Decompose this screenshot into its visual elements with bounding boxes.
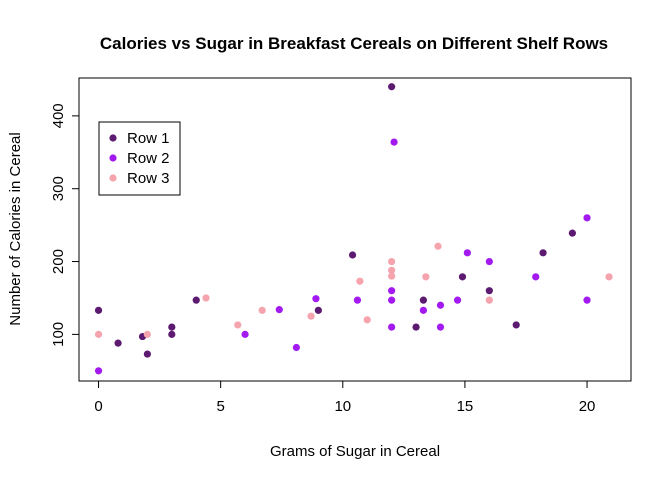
point-series-3: [94, 330, 103, 338]
legend-marker-series-2: [109, 154, 117, 162]
x-tick-label: 15: [457, 398, 474, 415]
point-series-2: [583, 214, 591, 222]
point-series-3: [485, 296, 493, 304]
point-series-2: [583, 296, 591, 304]
x-axis: 0 5 10 15 20: [94, 380, 596, 415]
point-series-1: [143, 350, 151, 358]
point-series-3: [388, 257, 396, 266]
point-series-2: [453, 296, 462, 304]
point-series-3: [356, 277, 364, 285]
point-series-2: [485, 257, 493, 266]
point-series-1: [419, 296, 427, 304]
y-tick-label: 400: [50, 103, 67, 128]
point-series-2: [436, 323, 445, 331]
point-series-3: [363, 316, 371, 324]
point-series-1: [168, 330, 176, 338]
point-series-2: [241, 330, 249, 338]
point-series-3: [388, 266, 396, 274]
point-series-3: [605, 273, 613, 281]
point-series-1: [314, 306, 322, 314]
point-series-1: [539, 249, 547, 257]
point-series-2: [419, 306, 427, 314]
chart-title: Calories vs Sugar in Breakfast Cereals o…: [100, 34, 608, 53]
x-tick-label: 0: [94, 398, 102, 415]
legend-label-series-2: Row 2: [127, 150, 170, 167]
y-tick-label: 100: [50, 322, 67, 347]
y-axis: 100 200 300 400: [50, 103, 80, 347]
legend: Row 1 Row 2 Row 3: [98, 121, 181, 196]
point-series-2: [94, 367, 103, 375]
point-series-2: [275, 306, 283, 314]
point-series-1: [388, 83, 396, 91]
point-series-2: [532, 273, 540, 281]
x-tick-label: 20: [579, 398, 596, 415]
point-series-1: [192, 296, 200, 304]
point-series-3: [202, 294, 210, 302]
point-series-2: [390, 138, 398, 146]
point-series-3: [388, 272, 396, 280]
point-series-3: [422, 273, 430, 281]
point-series-3: [143, 330, 151, 338]
y-tick-label: 300: [50, 176, 67, 201]
x-axis-label: Grams of Sugar in Cereal: [270, 443, 440, 460]
point-series-1: [94, 306, 103, 314]
point-series-1: [485, 287, 493, 295]
point-series-1: [512, 321, 520, 329]
point-series-3: [234, 321, 242, 329]
point-series-3: [307, 312, 315, 320]
point-series-2: [388, 296, 396, 304]
legend-marker-series-1: [109, 134, 117, 142]
point-series-2: [312, 295, 320, 303]
point-series-2: [353, 296, 362, 304]
x-tick-label: 10: [334, 398, 351, 415]
point-series-1: [568, 229, 576, 237]
point-series-2: [388, 323, 396, 331]
point-series-1: [168, 323, 176, 331]
x-tick-label: 5: [216, 398, 224, 415]
point-series-2: [388, 287, 396, 295]
legend-marker-series-3: [109, 174, 117, 182]
point-series-2: [436, 301, 445, 309]
point-series-1: [348, 251, 357, 259]
point-series-3: [434, 242, 442, 250]
legend-label-series-1: Row 1: [127, 130, 170, 147]
data-points: [94, 83, 613, 375]
point-series-2: [463, 249, 471, 257]
point-series-3: [258, 306, 266, 314]
point-series-1: [458, 273, 467, 281]
point-series-2: [292, 343, 300, 352]
legend-label-series-3: Row 3: [127, 170, 170, 187]
point-series-1: [114, 339, 122, 347]
point-series-1: [412, 323, 420, 331]
y-tick-label: 200: [50, 249, 67, 274]
y-axis-label: Number of Calories in Cereal: [7, 132, 24, 325]
